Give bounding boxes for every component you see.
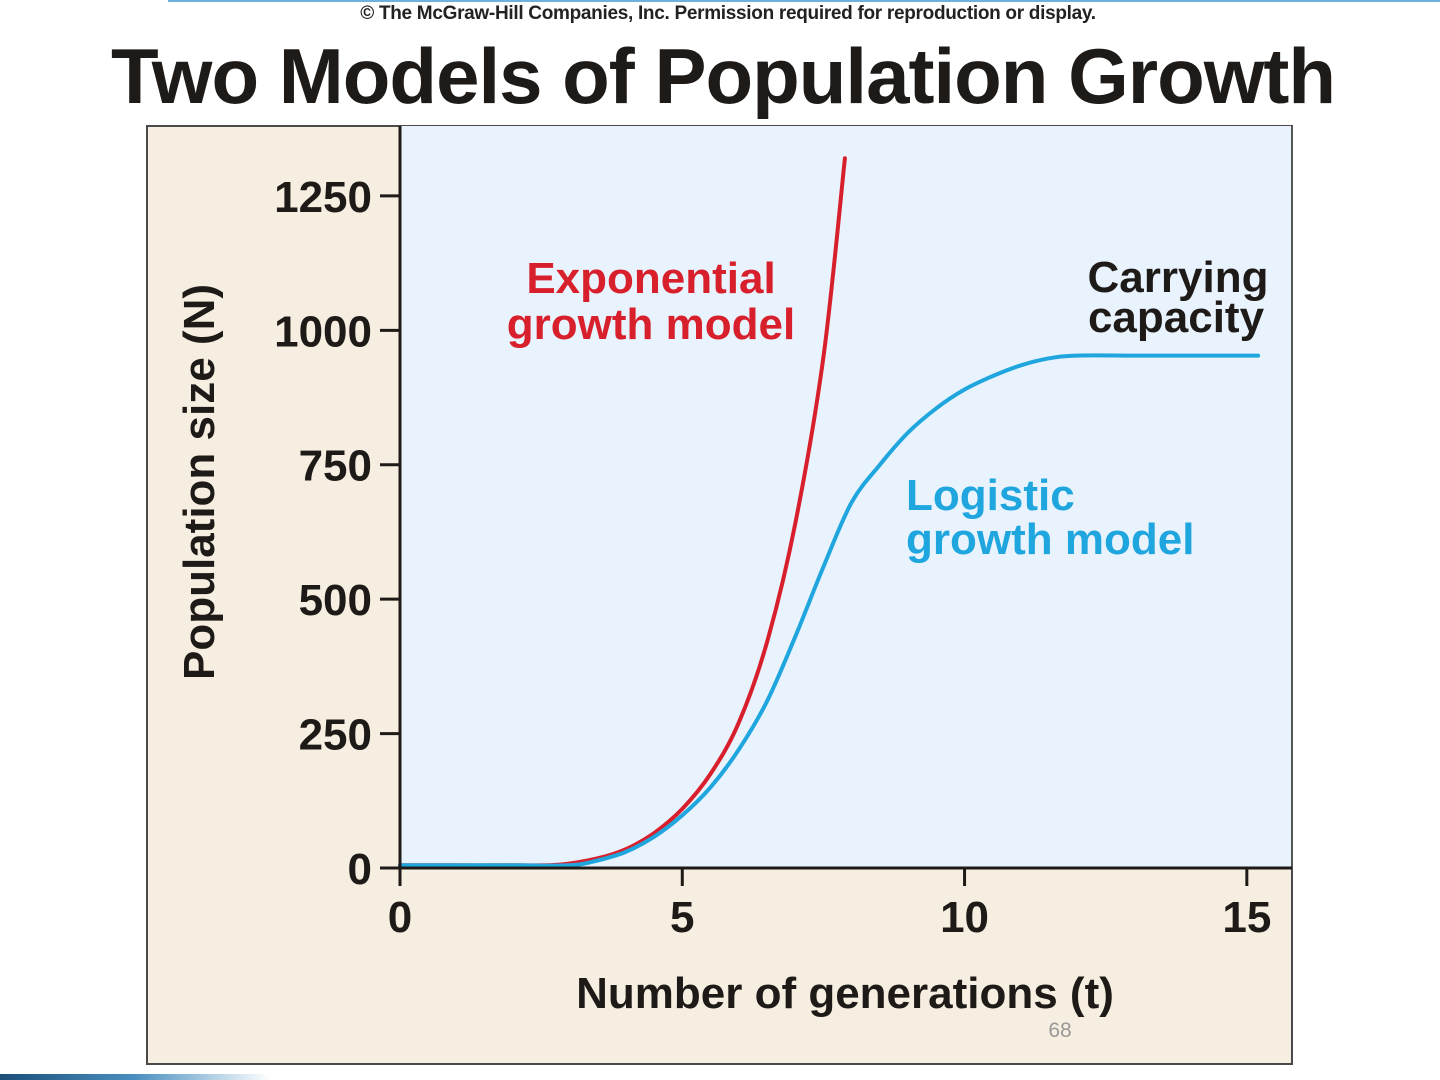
y-tick-label: 1000 (274, 307, 372, 356)
y-tick-label: 1250 (274, 173, 372, 222)
top-rule (168, 0, 1440, 2)
x-tick-label: 0 (388, 893, 412, 942)
logistic-label-line1: Logistic (906, 471, 1075, 520)
carrying-capacity-label-line2: capacity (1088, 293, 1265, 342)
x-axis-label: Number of generations (t) (576, 969, 1114, 1018)
page-title: Two Models of Population Growth (110, 32, 1336, 120)
ticks-layer: 0 5 10 15 0 250 500 750 1000 1250 (274, 173, 1271, 942)
bottom-accent-bar (0, 1074, 270, 1080)
y-tick-label: 500 (299, 576, 372, 625)
logistic-curve (398, 353, 1261, 868)
y-tick-label: 0 (348, 845, 372, 894)
y-axis-label: Population size (N) (175, 284, 224, 680)
exponential-label-line1: Exponential (526, 254, 775, 303)
y-tick-label: 250 (299, 711, 372, 760)
plot-area (400, 126, 1292, 868)
page-number: 68 (1048, 1019, 1071, 1042)
series-layer (398, 156, 1261, 868)
carrying-capacity-label-line1: Carrying (1088, 253, 1269, 302)
logistic-label-line2: growth model (906, 515, 1194, 564)
x-tick-label: 5 (670, 893, 694, 942)
x-tick-label: 15 (1222, 893, 1271, 942)
y-tick-label: 750 (299, 442, 372, 491)
copyright-notice: © The McGraw-Hill Companies, Inc. Permis… (360, 3, 1096, 24)
x-tick-label: 10 (940, 893, 989, 942)
exponential-label-line2: growth model (507, 300, 795, 349)
